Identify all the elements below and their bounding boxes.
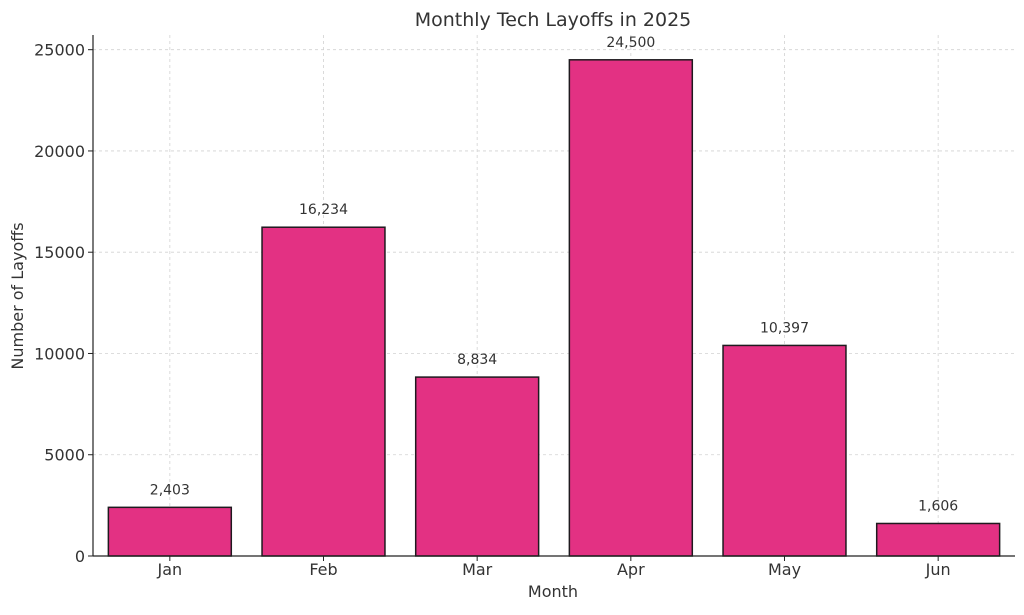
x-tick-label: May xyxy=(768,560,801,579)
data-labels: 2,403 16,234 8,834 24,500 10,397 1,606 xyxy=(150,35,959,515)
data-label: 24,500 xyxy=(606,35,655,51)
data-label: 1,606 xyxy=(918,498,958,514)
y-tick-label: 20000 xyxy=(34,142,85,161)
y-tick-label: 5000 xyxy=(44,446,85,465)
bar-may xyxy=(722,344,847,557)
bar-mar xyxy=(414,376,540,557)
x-tick-label: Jan xyxy=(156,560,182,579)
data-label: 8,834 xyxy=(457,352,497,368)
axes xyxy=(92,35,1015,557)
data-label: 2,403 xyxy=(150,482,190,498)
bar-jan xyxy=(107,506,233,557)
y-axis-ticks: 0 5000 10000 15000 20000 25000 xyxy=(34,41,93,566)
x-tick-label: Feb xyxy=(309,560,337,579)
x-axis-label: Month xyxy=(528,582,578,601)
y-axis-label: Number of Layoffs xyxy=(8,222,27,369)
x-axis-ticks: Jan Feb Mar Apr May Jun xyxy=(156,556,951,579)
chart-title: Monthly Tech Layoffs in 2025 xyxy=(415,9,692,31)
x-tick-label: Jun xyxy=(925,560,951,579)
x-tick-label: Mar xyxy=(462,560,493,579)
y-tick-label: 0 xyxy=(75,547,85,566)
y-tick-label: 25000 xyxy=(34,41,85,60)
bar-feb xyxy=(261,226,386,557)
bar-apr xyxy=(568,59,694,557)
bars xyxy=(107,59,1001,557)
data-label: 10,397 xyxy=(760,320,809,336)
y-tick-label: 15000 xyxy=(34,243,85,262)
bar-jun xyxy=(875,522,1001,557)
x-tick-label: Apr xyxy=(617,560,645,579)
data-label: 16,234 xyxy=(299,202,348,218)
y-tick-label: 10000 xyxy=(34,344,85,363)
grid-lines xyxy=(93,35,1015,557)
